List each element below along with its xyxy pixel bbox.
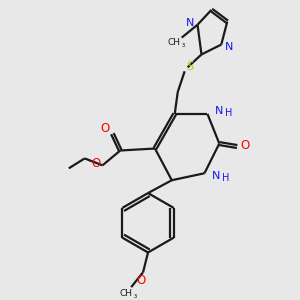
Text: H: H [222, 173, 229, 183]
Text: N: N [215, 106, 224, 116]
Text: N: N [212, 171, 220, 181]
Text: N: N [225, 41, 233, 52]
Text: CH: CH [167, 38, 180, 47]
Text: O: O [136, 274, 146, 287]
Text: CH: CH [120, 289, 133, 298]
Text: ₃: ₃ [134, 291, 137, 300]
Text: O: O [91, 157, 100, 170]
Text: H: H [224, 108, 232, 118]
Text: O: O [240, 139, 250, 152]
Text: N: N [185, 18, 194, 28]
Text: ₃: ₃ [181, 40, 184, 49]
Text: S: S [186, 60, 193, 73]
Text: O: O [101, 122, 110, 135]
